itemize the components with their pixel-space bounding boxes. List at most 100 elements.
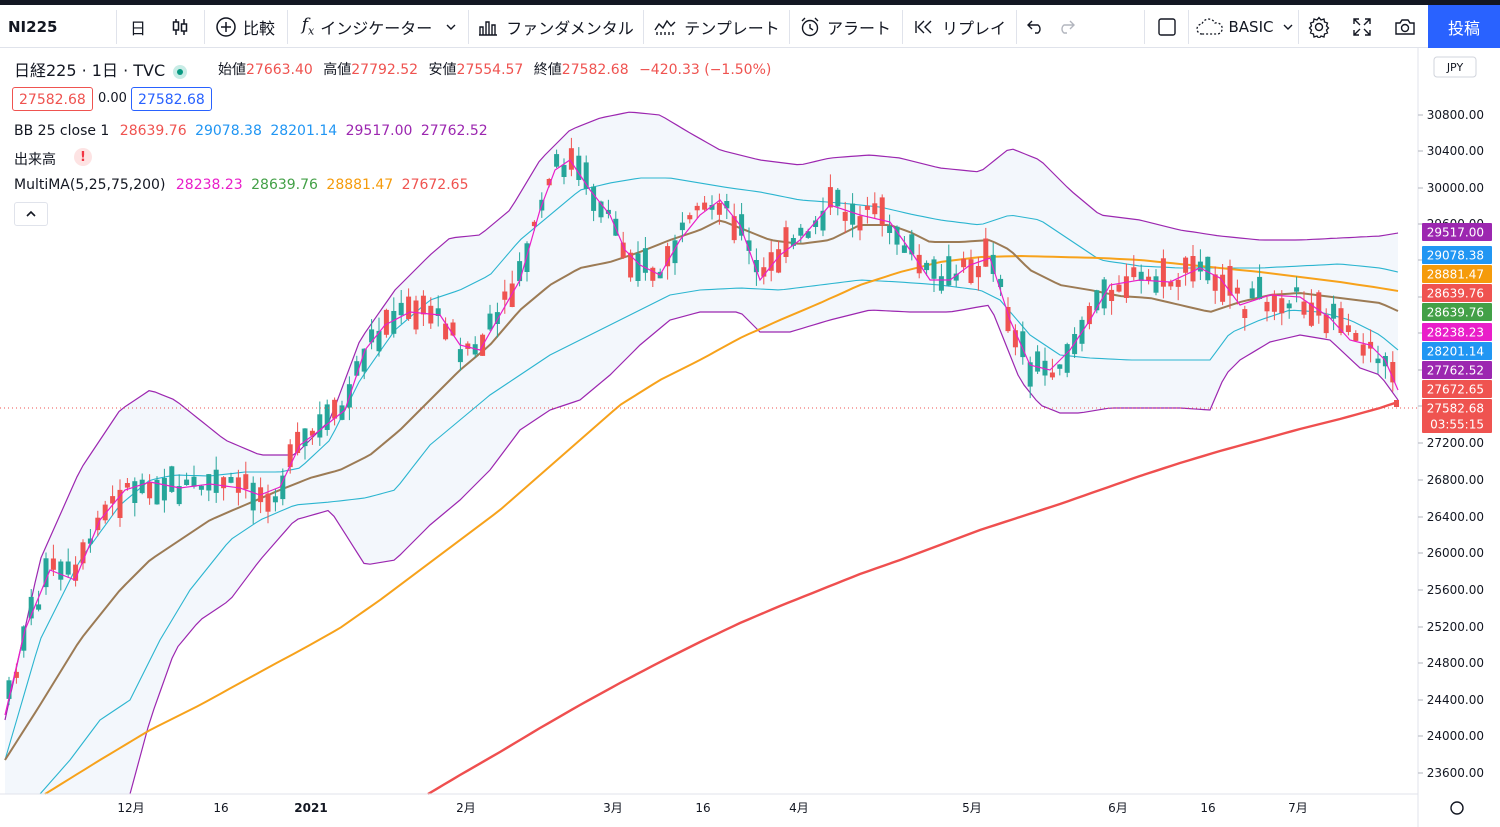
ma-legend[interactable]: MultiMA(5,25,75,200) 28238.23 28639.76 2…: [14, 177, 468, 193]
candle-up: [1020, 331, 1026, 358]
candle-up: [169, 466, 175, 492]
candle-down: [124, 483, 130, 488]
candle-up: [1249, 288, 1255, 299]
divider: [1188, 10, 1189, 44]
indicators-label: インジケーター: [320, 18, 433, 38]
price-tag: [1422, 415, 1492, 433]
divider: [204, 10, 205, 44]
candle-down: [1012, 330, 1018, 348]
warning-icon[interactable]: !: [74, 148, 92, 166]
price-tag: [1422, 323, 1492, 341]
post-button[interactable]: 投稿: [1428, 5, 1500, 48]
ma25-value: 28639.76: [251, 177, 318, 193]
sell-price-box[interactable]: 27582.68: [12, 87, 93, 111]
bollinger-lower-1sd: [39, 279, 1399, 795]
templates-button[interactable]: テンプレート: [652, 5, 782, 48]
candle-down: [975, 266, 981, 278]
price-chart[interactable]: 30800.0030400.0030000.0029600.0029200.00…: [0, 48, 1500, 827]
snapshot-button[interactable]: [1392, 5, 1418, 48]
divider: [1298, 10, 1299, 44]
market-open-icon: [173, 64, 188, 79]
candle-down: [761, 267, 767, 277]
fundamentals-button[interactable]: ファンダメンタル: [476, 5, 636, 48]
indicators-button[interactable]: fx インジケーター: [294, 5, 464, 48]
candle-up: [228, 477, 234, 483]
candle-up: [487, 313, 493, 330]
cloud-icon: [1195, 17, 1223, 35]
candle-down: [1316, 292, 1322, 316]
candle-up: [161, 478, 167, 501]
candle-up: [43, 558, 49, 588]
price-tick-label: 26800.00: [1427, 473, 1484, 487]
candle-up: [746, 240, 752, 251]
symbol-search-button[interactable]: NI225: [8, 17, 58, 36]
candle-down: [1345, 325, 1351, 332]
candle-down: [287, 444, 293, 468]
chart-type-button[interactable]: [164, 5, 196, 48]
buy-price-box[interactable]: 27582.68: [131, 87, 212, 111]
candle-up: [398, 302, 404, 316]
candle-down: [295, 431, 301, 453]
candle-up: [1205, 256, 1211, 281]
candle-down: [857, 216, 863, 231]
candle-down: [783, 227, 789, 257]
candle-down: [879, 197, 885, 226]
layout-select-button[interactable]: [1152, 5, 1182, 48]
candle-up: [1138, 271, 1144, 281]
cloud-layout-button[interactable]: BASIC: [1194, 5, 1294, 48]
chevron-up-icon: [26, 210, 36, 217]
price-tag-label: 28639.76: [1427, 306, 1484, 320]
price-tag-label: 27672.65: [1427, 383, 1484, 397]
alert-button[interactable]: アラート: [796, 5, 894, 48]
candle-up: [591, 186, 597, 211]
price-tag: [1422, 303, 1492, 321]
candle-down: [1360, 344, 1366, 356]
chevron-down-icon: [446, 24, 456, 30]
time-axis[interactable]: 12月 16 2021 2月 3月 16 4月 5月 6月 16 7月: [117, 801, 1307, 815]
time-tick-label: 4月: [789, 801, 809, 815]
candle-down: [1279, 298, 1285, 314]
symbol-title[interactable]: 日経225 · 1日 · TVC: [14, 61, 166, 80]
candle-up: [1042, 360, 1048, 376]
candle-down: [1390, 362, 1396, 383]
candle-up: [132, 481, 138, 503]
redo-button[interactable]: [1054, 5, 1078, 48]
compare-button[interactable]: 比較: [210, 5, 280, 48]
candle-down: [110, 496, 116, 504]
alarm-clock-icon: [801, 17, 819, 36]
candle-up: [87, 538, 93, 544]
candle-down: [694, 205, 700, 211]
price-tick-label: 26400.00: [1427, 510, 1484, 524]
candle-down: [872, 203, 878, 215]
currency-button[interactable]: JPY: [1433, 56, 1477, 78]
candle-up: [65, 561, 71, 575]
time-tick-label: 3月: [603, 801, 623, 815]
candle-down: [687, 215, 693, 220]
replay-button[interactable]: リプレイ: [910, 5, 1010, 48]
candle-up: [931, 259, 937, 279]
candle-down: [665, 246, 671, 267]
templates-label: テンプレート: [684, 18, 780, 38]
interval-button[interactable]: 日: [129, 18, 146, 38]
axis-settings-button[interactable]: [1450, 801, 1464, 815]
volume-legend[interactable]: 出来高: [14, 149, 56, 169]
candle-up: [938, 276, 944, 291]
candle-down: [1005, 307, 1011, 332]
bb-value-basis: 28639.76: [119, 123, 187, 139]
fullscreen-button[interactable]: [1350, 5, 1374, 48]
undo-button[interactable]: [1024, 5, 1048, 48]
price-tick-label: 26000.00: [1427, 546, 1484, 560]
candle-up: [894, 226, 900, 245]
candle-up: [391, 311, 397, 334]
price-tick-label: 30400.00: [1427, 144, 1484, 158]
collapse-legend-button[interactable]: [14, 202, 48, 226]
bb-legend[interactable]: BB 25 close 1 28639.76 29078.38 28201.14…: [14, 123, 488, 139]
candle-up: [887, 225, 893, 233]
candle-up: [1294, 287, 1300, 292]
price-axis[interactable]: 30800.0030400.0030000.0029600.0029200.00…: [1418, 108, 1484, 780]
price-tag: [1422, 223, 1492, 241]
price-tag: [1422, 342, 1492, 360]
candle-up: [272, 496, 278, 503]
settings-button[interactable]: [1306, 5, 1332, 48]
candle-down: [702, 202, 708, 210]
